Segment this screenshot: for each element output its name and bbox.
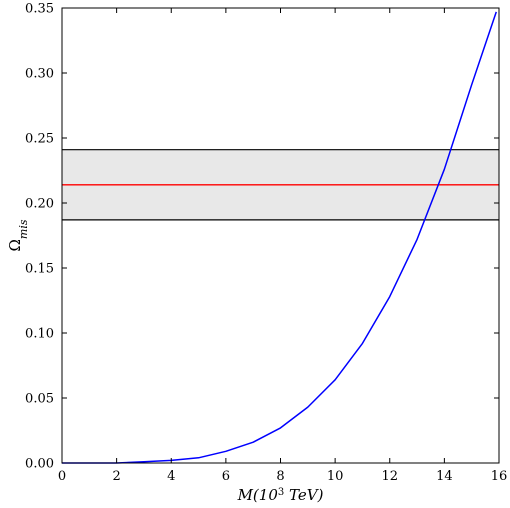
y-tick-label: 0.35 — [25, 2, 54, 17]
x-tick-label: 2 — [112, 469, 120, 484]
series-lines — [62, 11, 497, 464]
y-tick-label: 0.15 — [25, 262, 54, 277]
x-axis-label-sup: 3 — [278, 487, 284, 498]
plot-frame — [61, 7, 500, 464]
x-tick-label: 8 — [276, 469, 284, 484]
x-tick-label: 4 — [167, 469, 175, 484]
y-tick-label: 0.10 — [25, 327, 54, 342]
x-axis-label-unit: TeV) — [284, 486, 323, 504]
y-tick-label: 0.25 — [25, 132, 54, 147]
y-axis-label-sub: mis — [17, 219, 30, 239]
x-tick-label: 10 — [327, 469, 344, 484]
x-tick-label: 12 — [381, 469, 398, 484]
y-tick-label: 0.05 — [25, 392, 54, 407]
axis-ticks: 0 2 4 6 8 10 12 14 16 0.00 0.05 0.10 0.15 0.20 0.25 0.3… — [25, 2, 507, 485]
x-axis-label-main: M(10 — [237, 486, 279, 504]
x-tick-label: 16 — [491, 469, 508, 484]
y-tick-label: 0.00 — [25, 457, 54, 472]
series-line-0 — [62, 11, 497, 464]
y-axis-label: Ωmis — [6, 219, 30, 251]
confidence-band — [62, 149, 499, 221]
x-axis-label: M(103 TeV) — [237, 486, 324, 504]
y-tick-label: 0.30 — [25, 67, 54, 82]
y-axis-label-main: Ω — [6, 239, 24, 251]
y-tick-label: 0.20 — [25, 197, 54, 212]
x-tick-label: 0 — [58, 469, 66, 484]
x-tick-label: 14 — [436, 469, 453, 484]
x-tick-label: 6 — [222, 469, 230, 484]
